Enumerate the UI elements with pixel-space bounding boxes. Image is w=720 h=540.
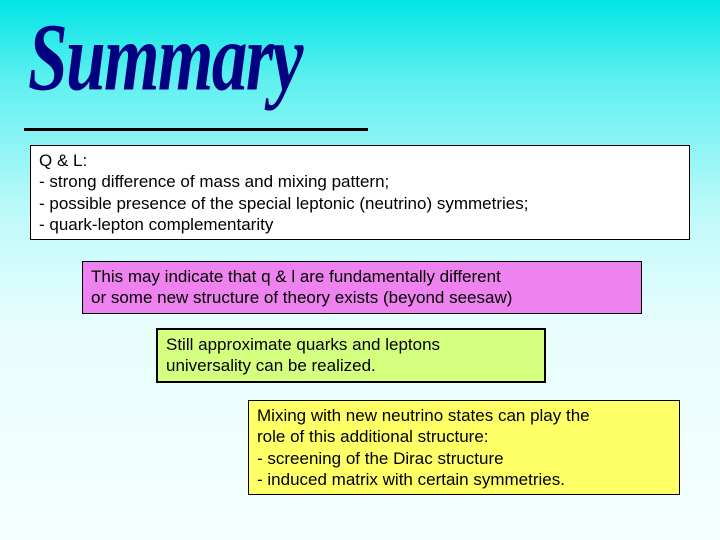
- box2-line2: or some new structure of theory exists (…: [91, 287, 633, 308]
- box1-line2: - strong difference of mass and mixing p…: [39, 171, 681, 192]
- box1-line1: Q & L:: [39, 150, 681, 171]
- box-indication: This may indicate that q & l are fundame…: [82, 261, 642, 314]
- box1-line3: - possible presence of the special lepto…: [39, 193, 681, 214]
- box4-line4: - induced matrix with certain symmetries…: [257, 469, 671, 490]
- box-universality: Still approximate quarks and leptons uni…: [156, 328, 546, 383]
- box3-line1: Still approximate quarks and leptons: [166, 334, 536, 355]
- box1-line4: - quark-lepton complementarity: [39, 214, 681, 235]
- box4-line3: - screening of the Dirac structure: [257, 448, 671, 469]
- box3-line2: universality can be realized.: [166, 355, 536, 376]
- box4-line1: Mixing with new neutrino states can play…: [257, 405, 671, 426]
- slide-title: Summary: [28, 2, 302, 114]
- box2-line1: This may indicate that q & l are fundame…: [91, 266, 633, 287]
- box-mixing: Mixing with new neutrino states can play…: [248, 400, 680, 495]
- box4-line2: role of this additional structure:: [257, 426, 671, 447]
- box-q-and-l: Q & L: - strong difference of mass and m…: [30, 145, 690, 240]
- title-underline: [24, 128, 368, 131]
